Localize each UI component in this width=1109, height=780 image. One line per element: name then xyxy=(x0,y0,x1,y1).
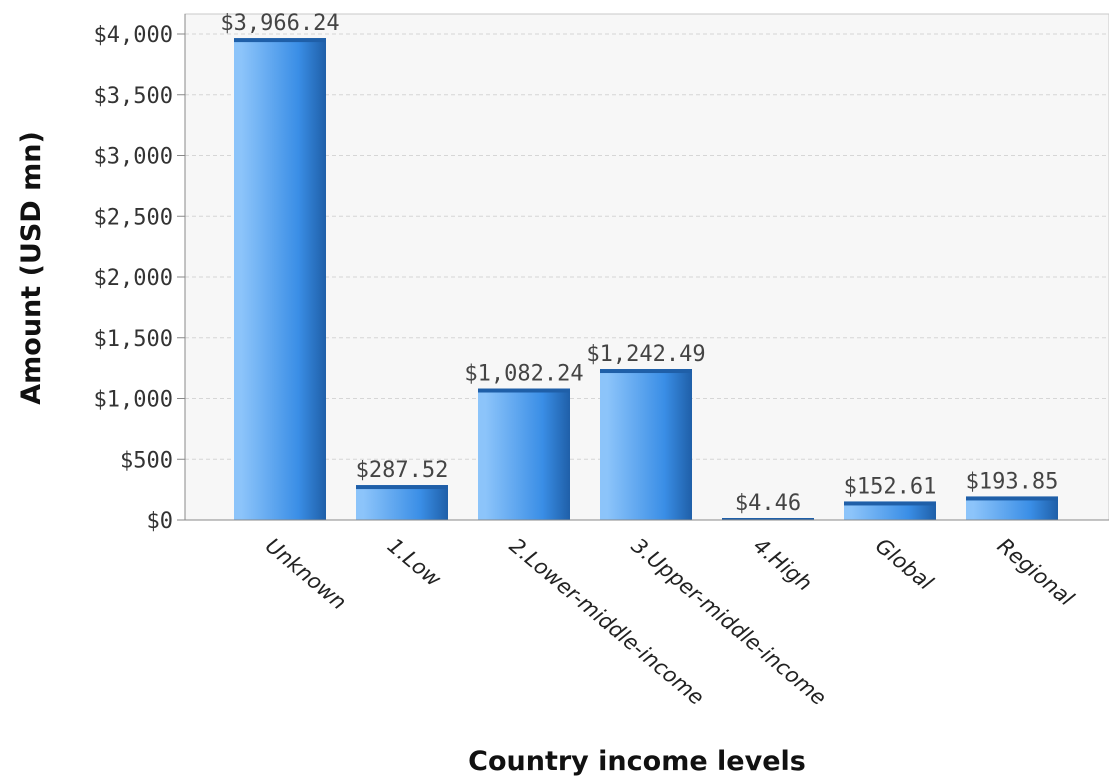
data-label: $3,966.24 xyxy=(220,11,339,36)
y-tick-label: $2,500 xyxy=(94,205,173,230)
x-category-label: Unknown xyxy=(261,533,351,614)
bar-top-edge xyxy=(600,369,692,374)
y-tick-label: $0 xyxy=(147,509,174,534)
y-tick-label: $1,500 xyxy=(94,327,173,352)
bar-body xyxy=(600,369,692,520)
bar-body xyxy=(234,38,326,521)
bar-top-edge xyxy=(844,501,936,506)
bar-top-edge xyxy=(966,496,1058,501)
bar-body xyxy=(356,485,448,520)
x-axis-category-labels: Unknown 1.Low 2.Lower-middle-income3.Upper… xyxy=(261,533,1079,710)
bar-body xyxy=(966,496,1058,520)
y-axis-ticks: $0 $500 $1,000 $1,500 $2,000 $2,500 $3,000 $3,5… xyxy=(94,23,185,534)
bar-top-edge xyxy=(722,518,814,520)
data-label: $193.85 xyxy=(966,469,1059,494)
data-label: $1,082.24 xyxy=(464,362,583,387)
bar-body xyxy=(478,388,570,520)
bar xyxy=(478,388,570,520)
x-category-label: 3.Upper-middle-income xyxy=(627,533,831,710)
bars xyxy=(234,38,1058,521)
data-label: $287.52 xyxy=(356,458,449,483)
y-tick-label: $3,000 xyxy=(94,145,173,170)
y-tick-label: $4,000 xyxy=(94,23,173,48)
x-axis-title: Country income levels xyxy=(468,746,806,777)
data-label: $1,242.49 xyxy=(586,342,705,367)
data-label: $152.61 xyxy=(844,474,937,499)
bar-top-edge xyxy=(478,388,570,393)
bar xyxy=(356,485,448,520)
y-tick-label: $3,500 xyxy=(94,84,173,109)
x-category-label: 1.Low xyxy=(383,533,446,592)
x-category-label: Global xyxy=(871,533,938,595)
data-labels: $3,966.24 $287.52 $1,082.24$1,242.49 $4.46 $… xyxy=(220,11,1058,516)
bar-top-edge xyxy=(356,485,448,490)
x-category-label: 2.Lower-middle-income xyxy=(505,533,709,709)
bar-top-edge xyxy=(234,38,326,43)
x-category-label: Regional xyxy=(993,533,1079,610)
y-tick-label: $1,000 xyxy=(94,388,173,413)
bar xyxy=(966,496,1058,520)
y-tick-label: $2,000 xyxy=(94,266,173,291)
bar-body xyxy=(844,501,936,520)
bar xyxy=(600,369,692,520)
y-axis-title: Amount (USD mn) xyxy=(16,131,47,405)
bar xyxy=(722,518,814,520)
data-label: $4.46 xyxy=(735,491,801,516)
bar xyxy=(234,38,326,521)
y-tick-label: $500 xyxy=(120,448,173,473)
x-category-label: 4.High xyxy=(749,533,817,595)
bar xyxy=(844,501,936,520)
